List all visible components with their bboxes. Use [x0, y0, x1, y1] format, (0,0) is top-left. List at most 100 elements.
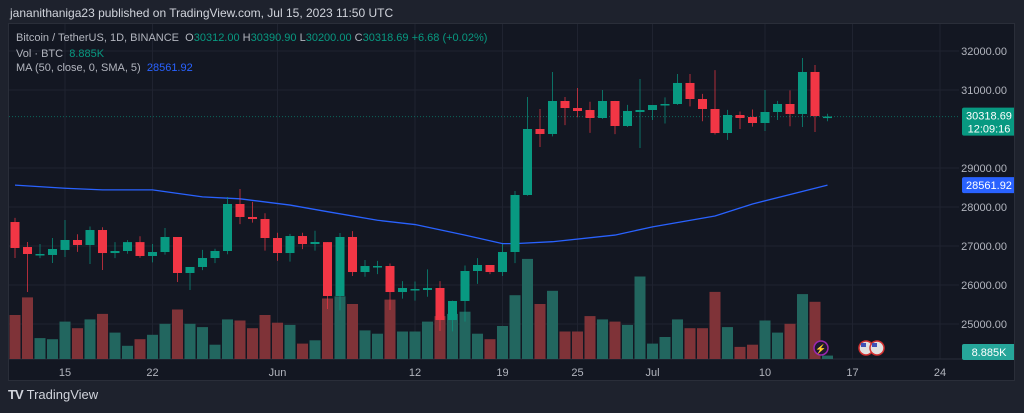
candle-body — [260, 219, 270, 239]
candle-body — [10, 222, 20, 248]
candle-body — [610, 100, 620, 126]
candle-body — [110, 250, 120, 254]
volume-bar — [297, 343, 308, 359]
symbol-title[interactable]: Bitcoin / TetherUS, 1D, BINANCE — [16, 32, 180, 44]
candle-body — [135, 242, 145, 256]
candle-body — [273, 238, 282, 254]
volume-bar — [734, 346, 746, 359]
candlestick-chart[interactable]: 32000.00 31000.00 29000.00 28000.00 27000.00… — [9, 24, 1015, 381]
candle-body — [185, 266, 195, 273]
volume-bar — [784, 323, 796, 359]
chart-panel[interactable]: 32000.00 31000.00 29000.00 28000.00 27000.00… — [8, 23, 1015, 381]
volume-bar — [522, 258, 533, 359]
volume-bar — [597, 319, 608, 359]
volume-bar — [147, 334, 158, 359]
close-label: C — [354, 32, 363, 44]
volume-bar — [822, 355, 833, 359]
close-value: 30318.69 — [362, 32, 409, 44]
candle-body — [535, 129, 545, 134]
volume-bar — [409, 331, 421, 359]
candle-body — [310, 241, 320, 245]
volume-label[interactable]: Vol · BTC — [16, 48, 64, 60]
time-tick-label: Jul — [645, 367, 659, 379]
volume-bar — [259, 315, 271, 359]
volume-bar — [372, 333, 383, 359]
candle-body — [785, 104, 795, 114]
candle-body — [435, 288, 445, 321]
high-label: H — [242, 32, 251, 44]
candle-body — [460, 270, 470, 301]
volume-bar — [659, 337, 671, 359]
last-price-badge — [962, 107, 1014, 136]
candle-body — [810, 71, 820, 117]
volume-bar — [284, 324, 296, 359]
volume-bar — [772, 332, 783, 359]
ma-price-badge — [962, 177, 1014, 194]
candle-body — [248, 216, 257, 220]
footer-brand[interactable]: TV TradingView — [8, 387, 98, 402]
candle-body — [448, 300, 457, 321]
candle-body — [298, 236, 307, 245]
flag-canton — [872, 343, 877, 347]
time-tick-label: 17 — [846, 367, 858, 379]
ma-legend: MA (50, close, 0, SMA, 5) 28561.92 — [16, 62, 193, 74]
candle-body — [23, 247, 32, 254]
volume-bar — [234, 320, 246, 359]
price-tick-label: 26000.00 — [961, 280, 1007, 292]
tradingview-logo-icon: TV — [8, 387, 24, 402]
candle-body — [648, 105, 657, 111]
price-tick-label: 28000.00 — [961, 202, 1007, 214]
candle-body — [348, 236, 357, 273]
candle-body — [173, 236, 182, 273]
change-value: +6.68 (+0.02%) — [411, 32, 488, 44]
volume-bar — [434, 316, 446, 359]
ma-label[interactable]: MA (50, close, 0, SMA, 5) — [16, 62, 141, 74]
candle-body — [210, 250, 220, 259]
candle-body — [385, 266, 395, 293]
candle-body — [760, 111, 770, 123]
candle-body — [673, 82, 682, 105]
volume-bar — [447, 313, 458, 359]
candle-body — [485, 264, 495, 273]
time-tick-label: 22 — [146, 367, 158, 379]
price-tick-label: 32000.00 — [961, 46, 1007, 58]
volume-bar — [422, 321, 433, 359]
price-tick-label: 29000.00 — [961, 163, 1007, 175]
ma-price-badge-text: 28561.92 — [966, 180, 1012, 192]
volume-bar — [472, 333, 483, 359]
volume-bar — [747, 344, 758, 359]
candle-body — [235, 203, 245, 217]
last-price-badge-text: 30318.69 — [966, 111, 1012, 123]
volume-badge-text: 8.885K — [972, 347, 1008, 359]
candle-body — [85, 230, 95, 245]
candle-body — [98, 230, 107, 254]
volume-bar — [722, 327, 733, 359]
volume-bar — [547, 290, 558, 359]
time-tick-label: 15 — [59, 367, 71, 379]
candle-body — [48, 249, 57, 255]
volume-bar — [272, 322, 283, 359]
open-label: O — [185, 32, 194, 44]
volume-bar — [584, 316, 596, 359]
candle-body — [410, 289, 420, 291]
candle-body — [60, 239, 70, 250]
time-tick-label: 12 — [409, 367, 421, 379]
candle-body — [198, 258, 207, 267]
candle-body — [373, 266, 382, 268]
volume-legend: Vol · BTC 8.885K — [16, 48, 104, 60]
volume-bar — [334, 296, 346, 359]
volume-bar — [34, 338, 46, 359]
volume-bar — [684, 328, 696, 359]
volume-bar — [9, 315, 21, 359]
flag-canton — [861, 343, 866, 347]
candle-body — [698, 99, 707, 109]
candle-body — [598, 100, 607, 119]
volume-bar — [509, 295, 521, 359]
volume-bar — [184, 323, 196, 359]
volume-bar — [197, 327, 208, 359]
candle-body — [510, 194, 520, 253]
candle-body — [710, 108, 720, 134]
candle-body — [548, 100, 557, 134]
volume-bar — [122, 345, 133, 359]
volume-bar — [309, 340, 321, 359]
